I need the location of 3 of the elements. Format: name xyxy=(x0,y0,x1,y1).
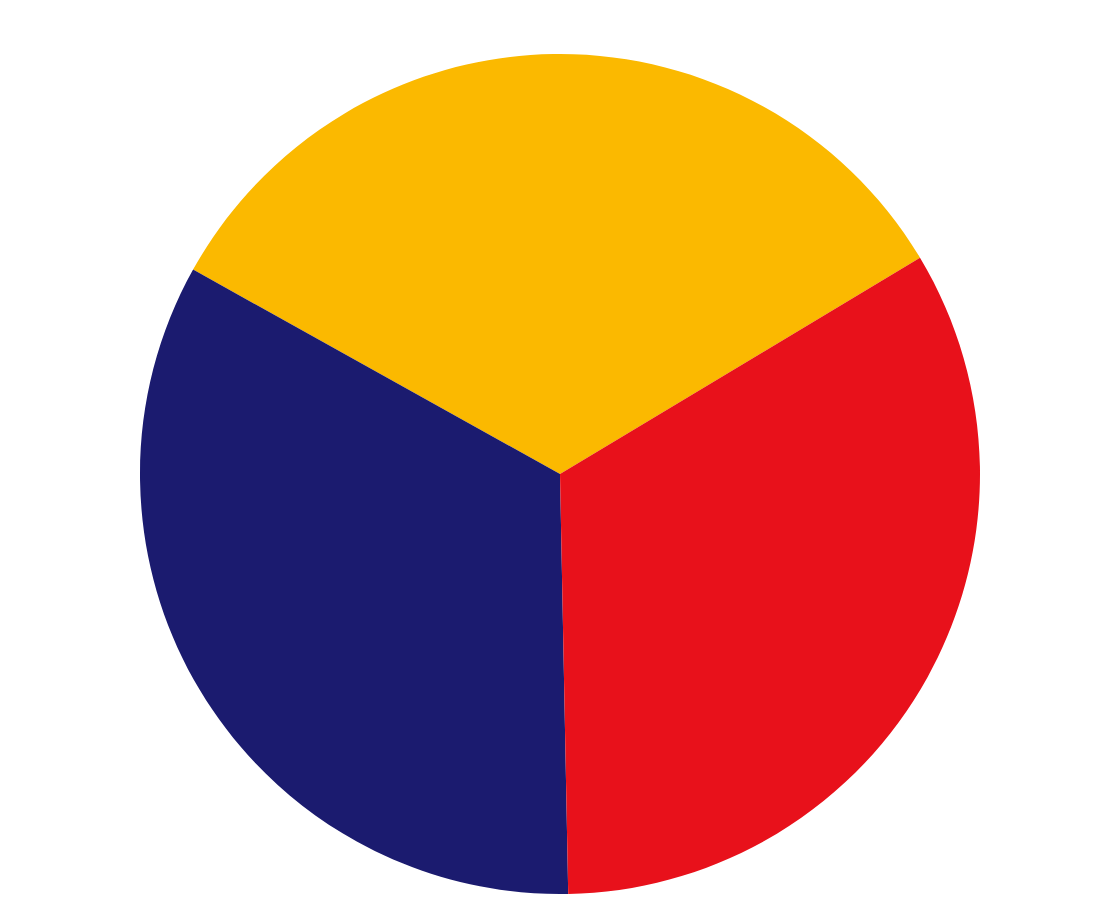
pie-slice xyxy=(193,54,921,474)
pie-slice xyxy=(560,257,980,894)
pie-slice xyxy=(140,269,569,894)
